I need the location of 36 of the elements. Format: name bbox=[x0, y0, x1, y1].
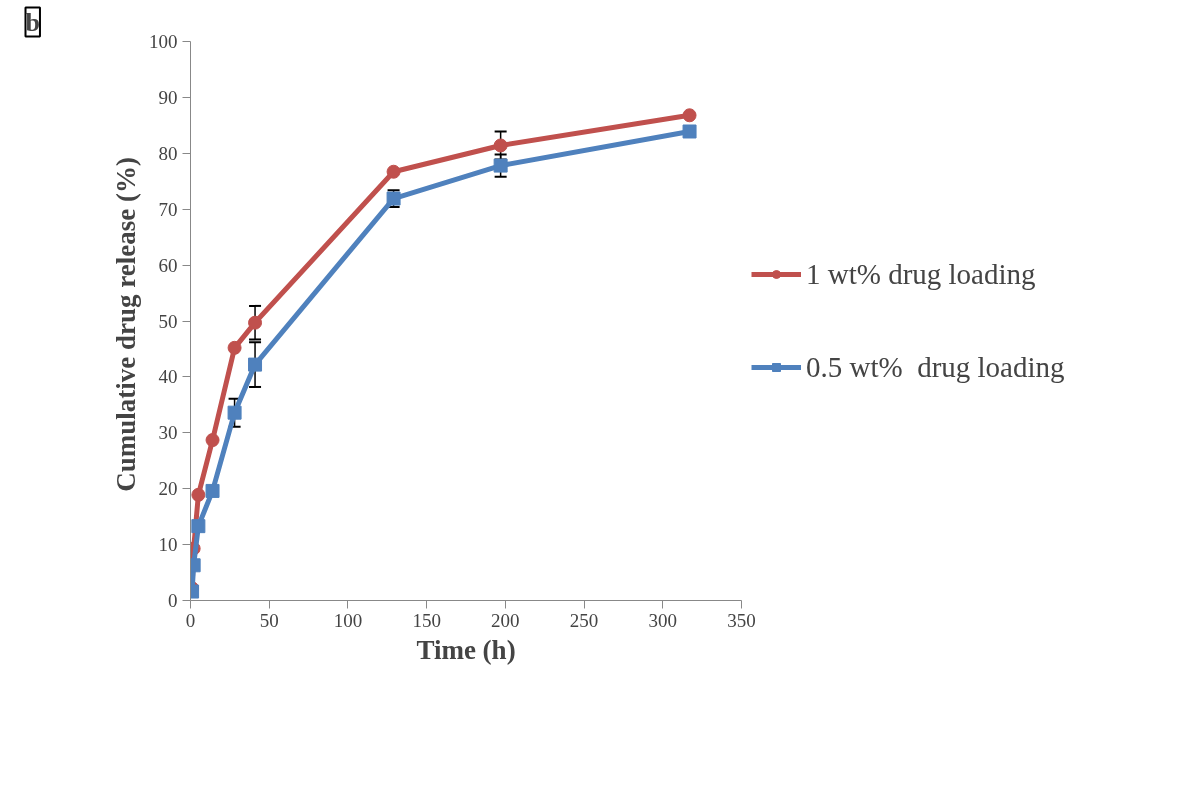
x-tick-label: 150 bbox=[412, 609, 441, 631]
y-tick-label: 50 bbox=[158, 310, 178, 332]
point bbox=[248, 315, 263, 330]
y-tick-label: 40 bbox=[158, 366, 178, 388]
legend-label: 1 wt% drug loading bbox=[806, 257, 1036, 291]
y-tick-label: 10 bbox=[158, 534, 178, 556]
y-axis-title: Cumulative drug release (%) bbox=[111, 157, 141, 492]
x-axis-title: Time (h) bbox=[416, 634, 516, 665]
y-tick-label: 70 bbox=[158, 198, 178, 220]
point bbox=[205, 483, 220, 498]
point bbox=[191, 487, 206, 502]
y-tick-label: 20 bbox=[158, 478, 178, 500]
x-tick-label: 50 bbox=[259, 609, 279, 631]
point bbox=[227, 405, 242, 420]
point bbox=[682, 108, 697, 123]
y-tick-label: 30 bbox=[158, 422, 178, 444]
point bbox=[248, 357, 263, 372]
y-tick-label: 80 bbox=[158, 142, 178, 164]
y-tick-label: 0 bbox=[168, 590, 178, 611]
legend-label: 0.5 wt% drug loading bbox=[806, 350, 1065, 384]
x-tick-label: 0 bbox=[185, 609, 196, 631]
y-tick-label: 90 bbox=[158, 86, 178, 108]
point bbox=[191, 519, 206, 534]
point bbox=[493, 158, 508, 173]
x-tick-label: 100 bbox=[333, 609, 363, 631]
x-tick-label: 250 bbox=[569, 609, 599, 631]
point bbox=[386, 164, 401, 179]
y-tick-label: 100 bbox=[149, 31, 178, 52]
y-tick-label: 60 bbox=[158, 254, 178, 276]
x-tick-label: 350 bbox=[727, 609, 756, 631]
x-tick-label: 200 bbox=[491, 609, 520, 631]
x-tick-label: 300 bbox=[648, 609, 678, 631]
point bbox=[682, 124, 697, 139]
point bbox=[205, 433, 220, 448]
point bbox=[493, 138, 508, 153]
point bbox=[227, 340, 242, 355]
